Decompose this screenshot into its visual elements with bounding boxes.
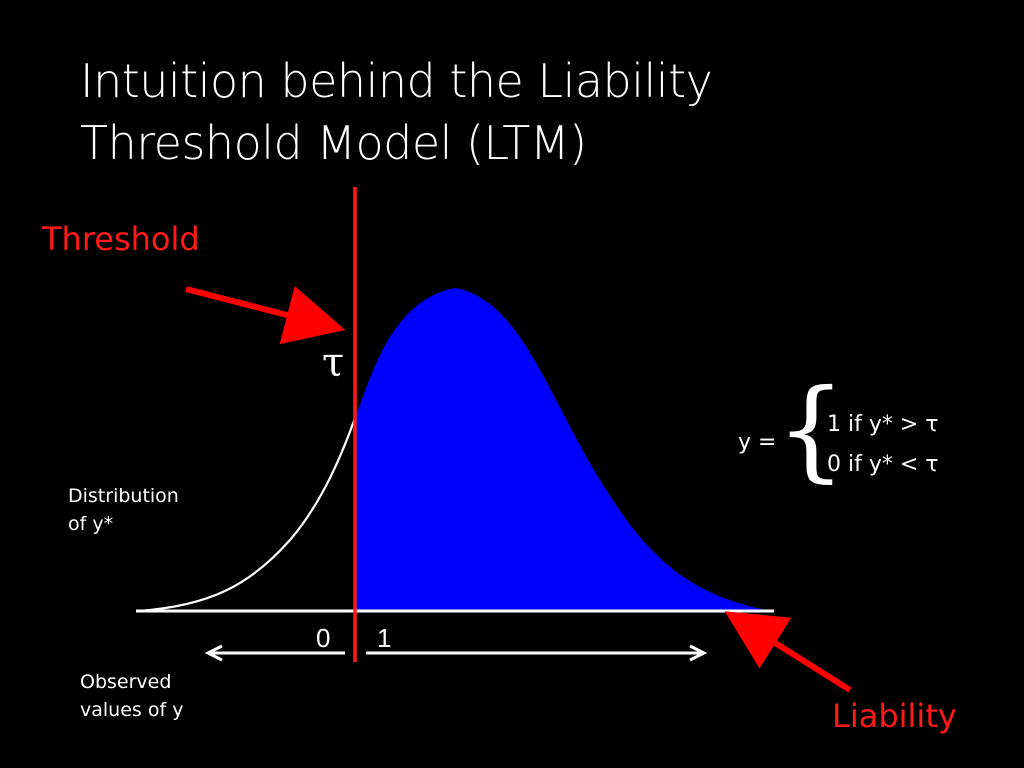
liability-label: Liability xyxy=(832,697,957,735)
slide-title: Intuition behind the Liability Threshold… xyxy=(80,50,980,174)
liability-area-above-threshold xyxy=(355,288,772,611)
equation-case-2: 0 if y* < τ xyxy=(827,452,939,477)
observed-label-line-2: values of y xyxy=(80,699,184,721)
liability-pointer-arrow xyxy=(724,611,852,693)
distribution-curve-left xyxy=(137,417,357,613)
title-line-2: Threshold Model (LTM) xyxy=(80,116,587,170)
threshold-pointer-arrow xyxy=(185,285,346,345)
distribution-label-line-1: Distribution xyxy=(68,485,179,507)
observed-zero-arrow xyxy=(204,644,345,662)
tau-label: τ xyxy=(322,340,345,386)
threshold-label: Threshold xyxy=(42,220,200,258)
title-line-1: Intuition behind the Liability xyxy=(80,54,713,108)
observed-one-label: 1 xyxy=(377,623,392,653)
observed-one-arrow xyxy=(366,644,708,662)
equation-case-1: 1 if y* > τ xyxy=(827,412,939,437)
distribution-label-line-2: of y* xyxy=(68,513,114,535)
observed-zero-label: 0 xyxy=(316,623,331,653)
observed-label-line-1: Observed xyxy=(80,671,172,693)
equation-lhs: y = xyxy=(738,430,777,455)
equation-brace: { xyxy=(776,365,846,493)
distribution-label: Distribution of y* xyxy=(68,482,179,538)
observed-label: Observed values of y xyxy=(80,668,183,724)
